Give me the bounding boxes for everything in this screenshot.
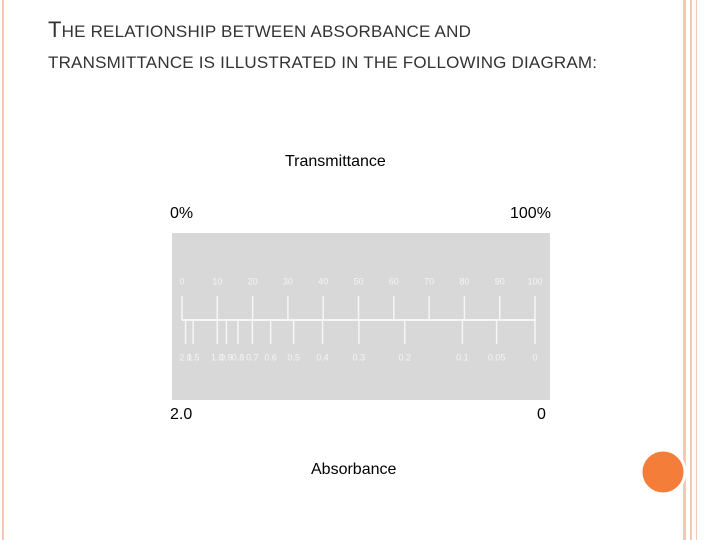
left-bottom-label: 2.0: [170, 406, 193, 423]
transmittance-tick-label: 70: [424, 276, 434, 286]
transmittance-tick-label: 30: [283, 276, 293, 286]
absorbance-tick-label: 2.0: [179, 352, 192, 362]
transmittance-tick-label: 50: [353, 276, 363, 286]
absorbance-tick-label: 0.5: [287, 352, 300, 362]
transmittance-tick-label: 0: [179, 276, 184, 286]
side-stripe: [683, 0, 686, 540]
absorbance-tick-label: 0.4: [316, 352, 329, 362]
side-stripe: [690, 0, 692, 540]
transmittance-tick-label: 20: [248, 276, 258, 286]
absorbance-tick-label: 0.9: [220, 352, 233, 362]
transmittance-tick-label: 40: [318, 276, 328, 286]
scale-diagram: 0 10 20 30 40 50 60 70 80 90 100 2.01.5 1.00.90.8 0.7…: [172, 233, 550, 400]
title: THE RELATIONSHIP BETWEEN ABSORBANCE AND …: [48, 17, 598, 72]
transmittance-tick-label: 10: [212, 276, 222, 286]
absorbance-tick-label: 0.3: [353, 352, 366, 362]
transmittance-tick-label: 100: [527, 276, 542, 286]
absorbance-tick-label: 1.0: [211, 352, 224, 362]
scale-background: [172, 233, 550, 400]
absorbance-tick-label: 0.6: [264, 352, 277, 362]
absorbance-tick-label: 0.2: [398, 352, 411, 362]
bottom-caption: Absorbance: [311, 461, 397, 478]
top-caption: Transmittance: [285, 153, 386, 170]
left-top-label: 0%: [170, 205, 194, 222]
accent-circle: [639, 448, 687, 496]
transmittance-tick-label: 60: [389, 276, 399, 286]
side-stripe: [696, 0, 697, 540]
absorbance-tick-label: 0.8: [232, 352, 245, 362]
transmittance-tick-label: 80: [459, 276, 469, 286]
absorbance-tick-label: 0.1: [456, 352, 469, 362]
right-top-label: 100%: [510, 205, 551, 222]
absorbance-tick-label: 0.7: [246, 352, 259, 362]
right-bottom-label: 0: [537, 406, 546, 423]
transmittance-tick-label: 90: [495, 276, 505, 286]
absorbance-tick-label: 0: [532, 352, 537, 362]
absorbance-tick-label: 1.5: [187, 352, 200, 362]
absorbance-tick-label: 0.05: [488, 352, 506, 362]
